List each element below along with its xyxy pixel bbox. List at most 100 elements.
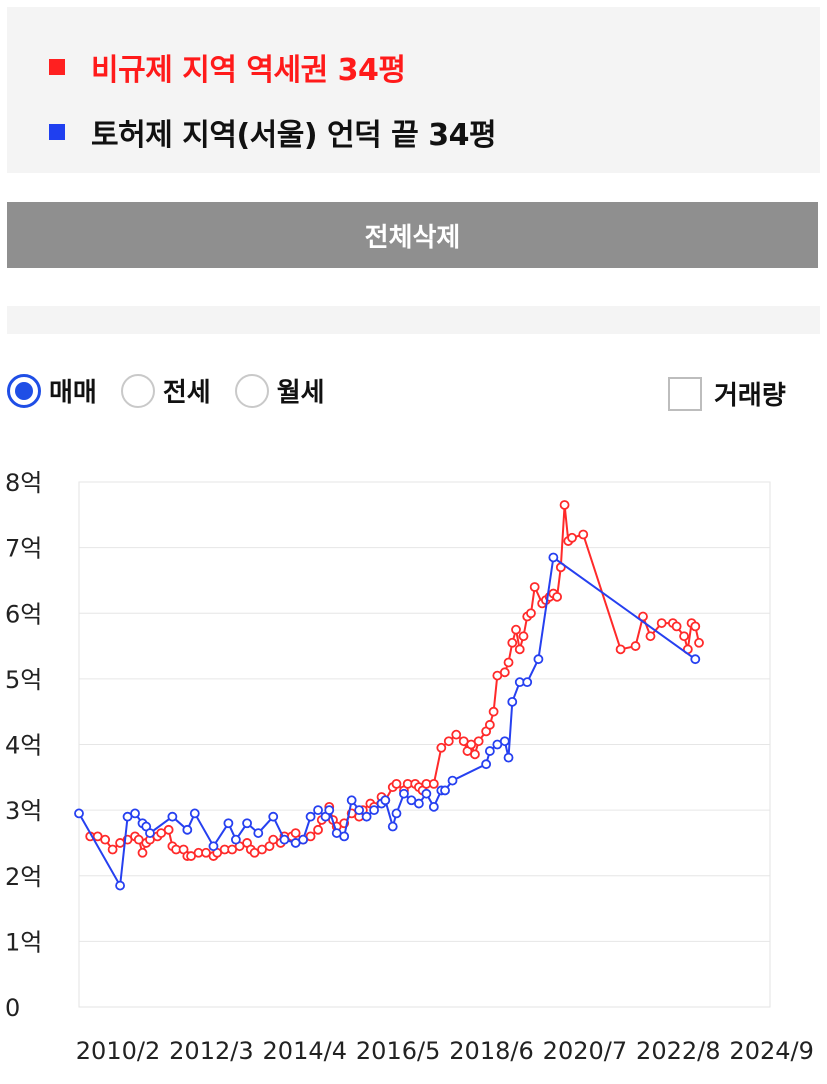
series-line-1 [78,555,696,889]
data-point-1 [298,834,309,845]
volume-checkbox-label: 거래량 [714,381,786,411]
x-tick-label: 2018/6 [449,1037,533,1065]
data-point-0 [443,736,454,747]
y-tick-label: 4억 [5,732,42,760]
data-point-1 [391,808,402,819]
data-point-0 [690,621,701,632]
data-point-1 [380,795,391,806]
data-point-1 [253,828,264,838]
radio-jeonse[interactable]: 전세 [120,372,211,409]
data-point-1 [484,746,495,756]
divider-bar [7,306,820,334]
y-tick-label: 0 [5,994,20,1022]
data-point-0 [484,719,495,730]
data-point-1 [279,834,290,845]
x-tick-label: 2022/8 [636,1037,720,1065]
delete-all-button[interactable]: 전체삭제 [7,202,818,268]
data-point-0 [100,834,111,845]
x-tick-label: 2016/5 [356,1037,440,1065]
radio-unselected-icon[interactable] [120,373,155,408]
data-point-0 [529,582,540,592]
data-point-1 [369,805,379,816]
data-point-0 [552,591,562,602]
data-point-0 [656,618,667,628]
radio-jeonse-label: 전세 [162,378,211,408]
y-tick-label: 5억 [5,666,42,694]
data-point-0 [503,657,514,668]
x-tick-label: 2012/3 [169,1037,253,1065]
y-tick-label: 7억 [5,535,42,563]
data-point-0 [645,631,656,642]
data-point-1 [74,808,84,819]
data-point-1 [533,654,544,665]
data-point-0 [451,729,462,740]
data-point-0 [488,706,499,717]
data-point-0 [615,644,626,655]
data-point-0 [436,742,447,753]
y-tick-label: 3억 [5,797,42,825]
data-point-1 [305,811,316,822]
x-tick-label: 2020/7 [543,1037,627,1065]
data-point-1 [507,696,518,707]
data-point-1 [548,552,559,563]
data-point-0 [679,631,689,642]
data-point-1 [690,654,701,665]
data-point-1 [145,828,155,838]
data-point-1 [399,788,409,799]
data-point-1 [346,795,357,806]
data-point-0 [567,532,577,543]
data-point-0 [473,736,484,747]
data-point-1 [481,759,492,770]
radio-sale-label: 매매 [49,378,97,408]
y-tick-label: 1억 [5,928,42,956]
data-point-0 [559,500,570,510]
data-point-1 [230,834,241,845]
data-point-1 [182,824,193,835]
data-point-1 [242,818,252,829]
data-point-1 [324,805,335,816]
radio-monthly-rent[interactable]: 월세 [234,372,325,409]
data-point-1 [339,831,350,842]
data-point-1 [440,785,450,796]
y-tick-label: 8억 [5,469,42,497]
radio-selected-icon[interactable] [7,373,41,408]
x-tick-label: 2010/2 [76,1037,160,1065]
data-point-1 [503,752,514,763]
data-point-0 [694,637,704,648]
radio-monthly-label: 월세 [276,378,325,408]
price-line-chart: 0 1억 2억 3억 4억 5억 6억 7억 8억 2010/2 2012/3 2014/4 2016/… [5,469,814,1065]
data-point-1 [361,811,372,822]
data-point-0 [671,621,682,632]
data-point-0 [428,778,439,789]
data-point-1 [522,677,533,688]
data-point-0 [290,828,301,838]
x-tick-label: 2014/4 [263,1037,347,1065]
data-point-1 [130,808,140,819]
radio-sale[interactable]: 매매 [7,372,97,409]
data-point-1 [268,811,279,822]
radio-unselected-icon[interactable] [234,373,269,408]
legend-item-regulated[interactable]: 토허제 지역(서울) 언덕 끝 34평 [49,110,497,154]
data-point-0 [518,631,529,642]
data-point-1 [499,736,510,747]
legend-panel: 비규제 지역 역세권 34평 토허제 지역(서울) 언덕 끝 34평 [7,7,820,173]
data-point-0 [526,608,536,619]
data-point-1 [313,805,323,816]
y-tick-label: 6억 [5,600,42,628]
data-point-0 [137,847,148,858]
data-point-1 [223,818,234,829]
data-point-1 [354,805,365,816]
checkbox-box[interactable] [668,376,702,411]
data-point-1 [387,821,398,832]
volume-checkbox[interactable]: 거래량 [668,375,786,412]
data-point-0 [391,778,402,789]
data-point-1 [167,811,178,822]
legend-item-unregulated[interactable]: 비규제 지역 역세권 34평 [49,45,406,89]
red-square-icon [49,59,65,75]
y-tick-label: 2억 [5,863,42,891]
data-point-1 [413,798,424,809]
legend-label-regulated: 토허제 지역(서울) 언덕 끝 34평 [91,118,497,153]
data-point-0 [511,624,521,635]
data-point-0 [470,749,480,760]
x-tick-label: 2024/9 [729,1037,813,1065]
